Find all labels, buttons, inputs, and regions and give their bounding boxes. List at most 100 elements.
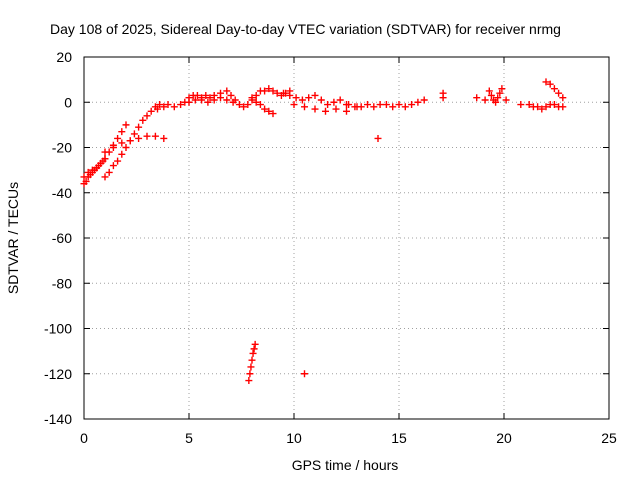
axis-ticks bbox=[83, 56, 610, 420]
data-point bbox=[351, 103, 359, 111]
data-point bbox=[273, 89, 281, 97]
data-point bbox=[160, 134, 168, 142]
data-point bbox=[84, 168, 92, 176]
data-point bbox=[345, 101, 353, 109]
series-cluster-late bbox=[525, 78, 567, 113]
data-point bbox=[231, 96, 239, 104]
data-point bbox=[261, 87, 269, 95]
data-point bbox=[473, 94, 481, 102]
data-point bbox=[248, 356, 256, 364]
data-point bbox=[517, 101, 525, 109]
data-point bbox=[245, 377, 253, 385]
data-point bbox=[93, 164, 101, 172]
data-point bbox=[332, 105, 340, 113]
data-point bbox=[546, 80, 554, 88]
data-point bbox=[408, 101, 416, 109]
data-point bbox=[247, 363, 255, 371]
data-point bbox=[370, 103, 378, 111]
x-tick-label: 5 bbox=[185, 430, 193, 446]
data-point bbox=[101, 148, 109, 156]
series-cluster-2-diagonal bbox=[248, 94, 277, 118]
data-point bbox=[322, 107, 329, 115]
data-point bbox=[550, 85, 558, 93]
data-point bbox=[109, 144, 117, 151]
data-point bbox=[210, 96, 218, 104]
data-point bbox=[485, 87, 493, 95]
data-point bbox=[105, 168, 113, 176]
data-point bbox=[550, 101, 558, 109]
data-point bbox=[364, 101, 371, 109]
data-point bbox=[311, 91, 319, 99]
y-tick-label: -140 bbox=[44, 411, 72, 427]
data-point bbox=[164, 101, 172, 109]
data-point bbox=[286, 91, 294, 99]
data-point bbox=[244, 101, 252, 109]
data-point bbox=[280, 89, 287, 97]
x-axis-label: GPS time / hours bbox=[292, 457, 399, 473]
data-point bbox=[160, 103, 168, 111]
series-sparse-17-19h bbox=[439, 89, 489, 104]
data-point bbox=[156, 101, 164, 109]
data-point bbox=[256, 101, 264, 109]
data-point bbox=[324, 101, 332, 109]
data-point bbox=[496, 89, 504, 97]
data-point bbox=[330, 98, 338, 106]
data-point bbox=[122, 121, 130, 129]
data-point bbox=[502, 96, 510, 104]
data-point bbox=[559, 103, 567, 111]
data-point bbox=[185, 98, 193, 106]
x-tick-label: 25 bbox=[601, 430, 617, 446]
data-point bbox=[198, 96, 206, 104]
data-point bbox=[97, 159, 105, 167]
data-point bbox=[376, 101, 384, 109]
series-cluster-2 bbox=[223, 85, 294, 111]
data-point bbox=[538, 105, 546, 113]
data-point bbox=[301, 103, 308, 111]
data-point bbox=[248, 94, 256, 102]
y-tick-labels: 20 0 -20 -40 -60 -80 -100 -120 -140 bbox=[44, 49, 72, 427]
data-point bbox=[559, 94, 567, 102]
data-point bbox=[223, 96, 231, 104]
data-point bbox=[389, 103, 397, 111]
data-point bbox=[135, 123, 143, 131]
x-tick-labels: 0 5 10 15 20 25 bbox=[80, 430, 617, 446]
y-tick-label: 0 bbox=[64, 94, 72, 110]
data-point bbox=[206, 94, 214, 102]
y-tick-label: 20 bbox=[56, 49, 72, 65]
data-point bbox=[118, 128, 126, 136]
data-point bbox=[139, 116, 147, 124]
data-point bbox=[269, 87, 277, 95]
chart-title: Day 108 of 2025, Sidereal Day-to-day VTE… bbox=[50, 21, 561, 37]
data-point bbox=[240, 103, 248, 111]
data-point bbox=[542, 78, 550, 86]
data-point bbox=[82, 177, 90, 185]
y-tick-label: -20 bbox=[52, 140, 72, 156]
series-arc-near-8h bbox=[245, 340, 259, 385]
data-point bbox=[130, 130, 138, 138]
data-point bbox=[223, 87, 231, 95]
y-tick-label: -100 bbox=[44, 321, 72, 337]
y-tick-label: -80 bbox=[52, 275, 72, 291]
data-point bbox=[542, 103, 550, 111]
data-point bbox=[439, 94, 447, 102]
data-point bbox=[114, 157, 122, 165]
data-point bbox=[534, 103, 542, 111]
y-tick-label: -60 bbox=[52, 230, 72, 246]
data-point bbox=[525, 101, 533, 109]
data-point bbox=[251, 340, 259, 348]
series-cluster-19-20h bbox=[485, 85, 506, 106]
data-point bbox=[204, 98, 212, 106]
series-outlier-10.5h bbox=[301, 370, 308, 378]
y-tick-label: -40 bbox=[52, 185, 72, 201]
data-point bbox=[88, 166, 96, 174]
data-point bbox=[252, 98, 260, 106]
y-tick-label: -120 bbox=[44, 366, 72, 382]
data-point bbox=[420, 96, 428, 104]
data-point bbox=[126, 137, 134, 145]
data-point bbox=[227, 91, 235, 99]
series-outlier-14h bbox=[374, 134, 382, 142]
data-point bbox=[357, 103, 365, 111]
data-point bbox=[311, 105, 319, 113]
data-point bbox=[143, 112, 151, 120]
data-point bbox=[249, 349, 257, 357]
